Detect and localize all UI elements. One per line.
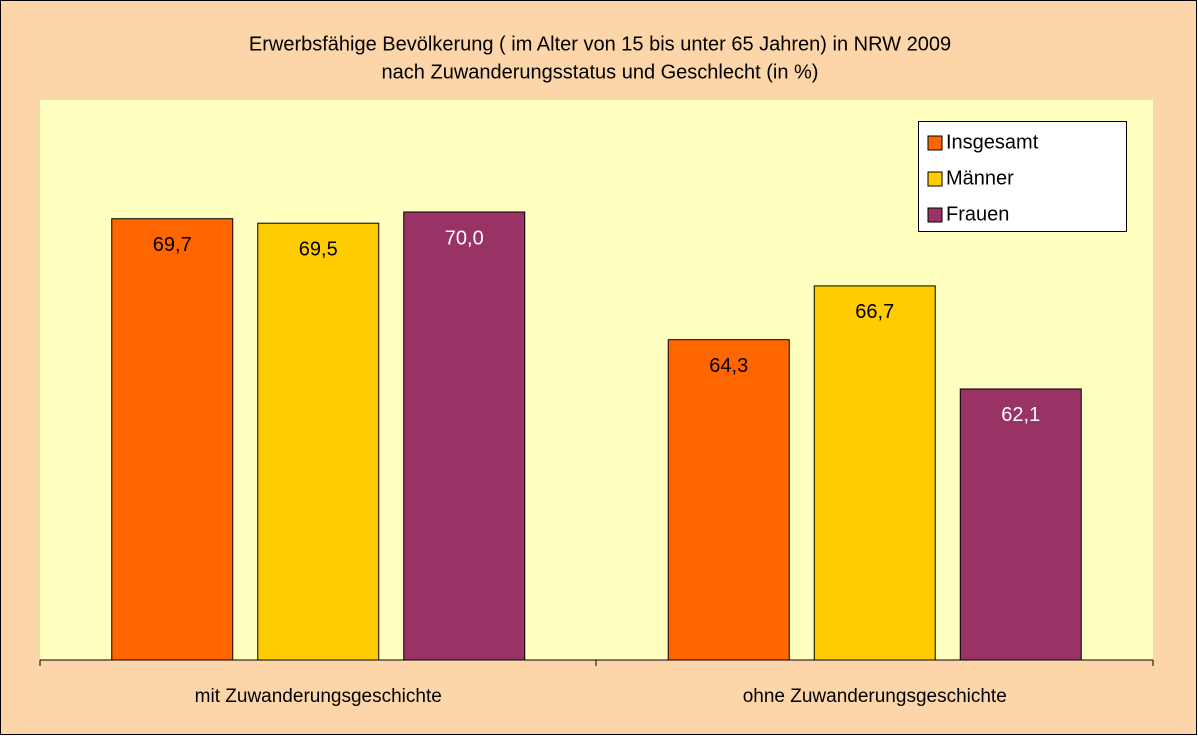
x-tick-label: mit Zuwanderungsgeschichte (195, 686, 442, 707)
legend-label: Frauen (946, 203, 1009, 225)
bar (257, 222, 380, 661)
data-label: 62,1 (1001, 404, 1040, 426)
bar (403, 211, 526, 661)
chart-title: Erwerbsfähige Bevölkerung ( im Alter von… (249, 33, 951, 55)
x-tick-label: ohne Zuwanderungsgeschichte (743, 686, 1007, 707)
bar (959, 388, 1082, 661)
data-label: 66,7 (855, 301, 894, 323)
data-label: 69,5 (299, 238, 338, 260)
data-label: 69,7 (153, 234, 192, 256)
bar (813, 285, 936, 661)
legend-swatch (927, 207, 943, 223)
chart-title: nach Zuwanderungsstatus und Geschlecht (… (382, 61, 819, 83)
legend-label: Insgesamt (946, 131, 1039, 153)
legend-swatch (927, 135, 943, 151)
bar (667, 339, 790, 661)
bar (111, 218, 234, 661)
legend-box (918, 121, 1127, 232)
data-label: 70,0 (445, 227, 484, 249)
legend-swatch (927, 171, 943, 187)
data-label: 64,3 (709, 355, 748, 377)
legend-label: Männer (946, 167, 1014, 189)
